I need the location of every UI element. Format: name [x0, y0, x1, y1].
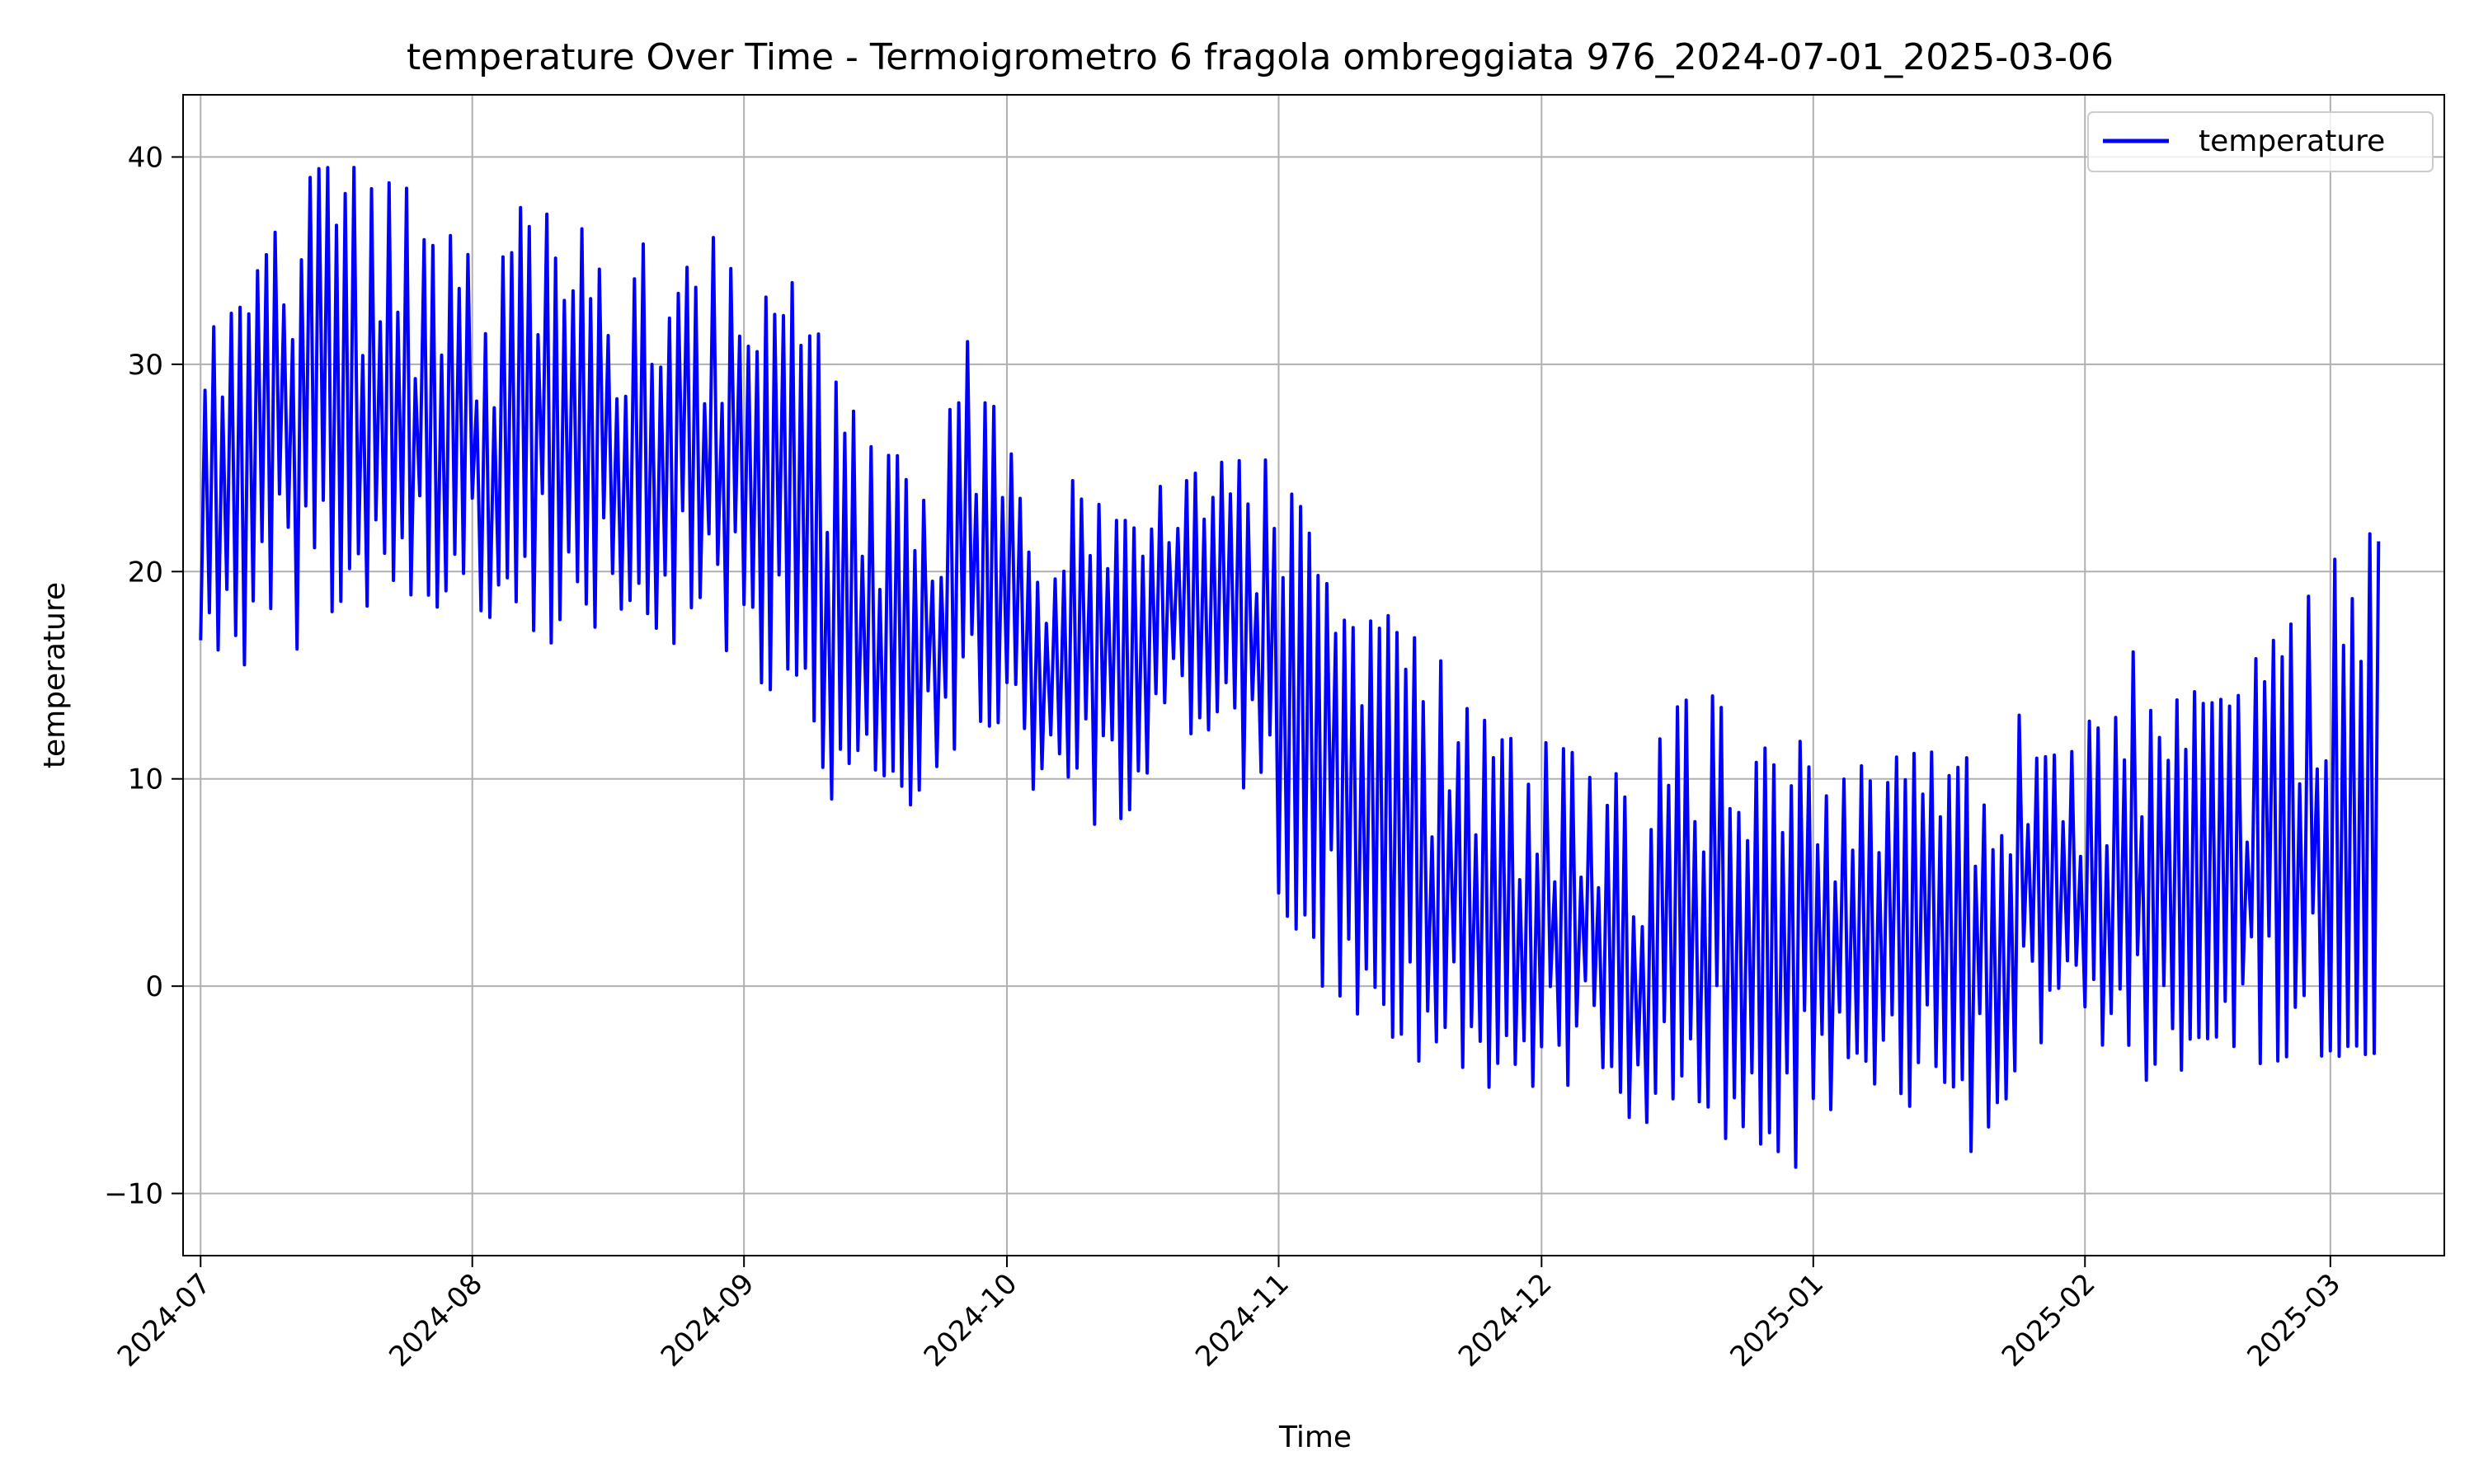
series-line-temperature [199, 166, 2381, 1169]
plot-frame [182, 94, 2445, 1256]
y-tick-label: 30 [128, 349, 163, 382]
legend: temperature [2087, 111, 2434, 172]
y-axis-ticks: −10 0 10 20 30 40 [104, 141, 183, 1211]
legend-box [2087, 111, 2434, 172]
series-layer [199, 166, 2381, 1169]
grid [183, 95, 2444, 1256]
y-tick-label: −10 [104, 1178, 163, 1211]
y-tick-label: 10 [128, 763, 163, 796]
chart-title: temperature Over Time - Termoigrometro 6… [407, 36, 2114, 78]
y-axis-label: temperature [38, 582, 72, 768]
x-axis-label: Time [1278, 1421, 1352, 1454]
legend-label: temperature [2199, 124, 2385, 158]
y-tick-label: 0 [145, 970, 163, 1003]
y-tick-label: 40 [128, 141, 163, 174]
y-tick-label: 20 [128, 556, 163, 589]
